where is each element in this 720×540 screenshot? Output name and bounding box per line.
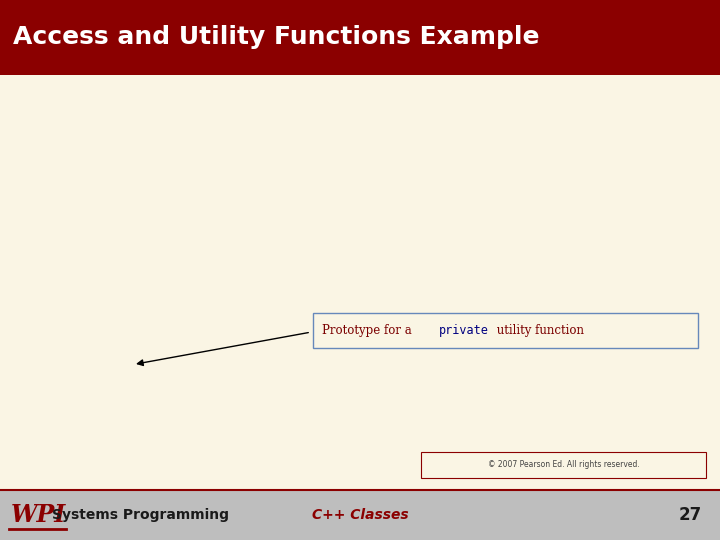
FancyBboxPatch shape: [421, 452, 706, 478]
Text: © 2007 Pearson Ed. All rights reserved.: © 2007 Pearson Ed. All rights reserved.: [487, 461, 639, 469]
Text: WPI: WPI: [11, 503, 66, 527]
Text: C++ Classes: C++ Classes: [312, 508, 408, 522]
Text: utility function: utility function: [493, 324, 584, 338]
Text: 27: 27: [679, 506, 702, 524]
Text: Access and Utility Functions Example: Access and Utility Functions Example: [13, 25, 539, 49]
FancyBboxPatch shape: [0, 490, 720, 540]
Text: private: private: [439, 324, 489, 338]
Text: Systems Programming: Systems Programming: [52, 508, 229, 522]
Text: Prototype for a: Prototype for a: [322, 324, 415, 338]
FancyBboxPatch shape: [313, 313, 698, 348]
FancyBboxPatch shape: [0, 0, 720, 75]
